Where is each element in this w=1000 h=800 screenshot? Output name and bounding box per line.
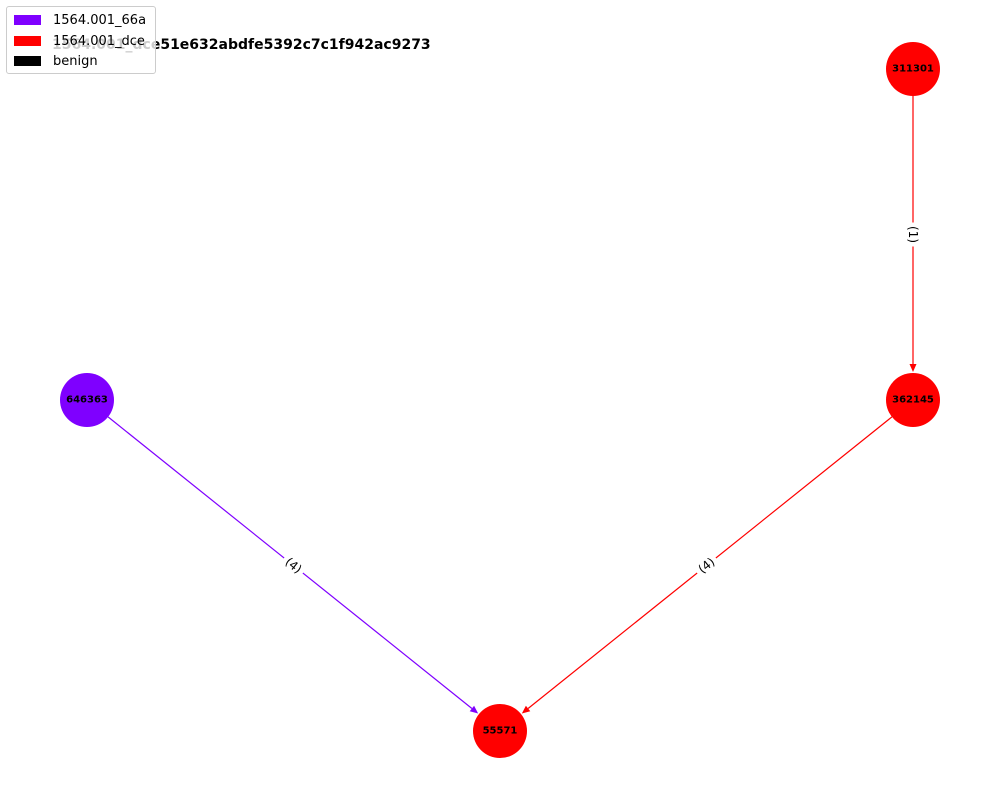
edge-arrowhead: [469, 705, 479, 714]
node-label: 55571: [483, 726, 518, 737]
node-label: 646363: [66, 395, 108, 406]
legend-item-66a: 1564.001_66a: [14, 12, 147, 28]
edge-label-group: (4): [278, 550, 309, 581]
edge-label-background: [904, 222, 922, 247]
edge-label-background: [278, 550, 309, 581]
node-311301[interactable]: 311301: [886, 42, 940, 96]
node-362145[interactable]: 362145: [886, 373, 940, 427]
legend-item-benign: benign: [14, 53, 98, 69]
node-circle[interactable]: [60, 373, 114, 427]
node-label: 311301: [892, 64, 934, 75]
node-circle[interactable]: [886, 373, 940, 427]
legend-label-66a: 1564.001_66a: [53, 12, 147, 28]
edge-311301-362145: (1): [904, 96, 922, 372]
edge-362145-55571: (4): [521, 416, 893, 714]
edge-646363-55571: (4): [107, 416, 479, 714]
legend-swatch-dce: [14, 36, 41, 46]
edges-layer: (1) (4) (4): [107, 96, 922, 714]
node-label: 362145: [892, 395, 934, 406]
edge-arrowhead: [909, 364, 917, 372]
edge-label: (1): [906, 226, 920, 243]
nodes-layer: 311301 362145 646363 55571: [60, 42, 940, 758]
legend-swatch-66a: [14, 15, 41, 25]
edge-label-group: (1): [904, 222, 922, 247]
edge-label-background: [691, 550, 722, 581]
node-circle[interactable]: [886, 42, 940, 96]
legend-swatch-benign: [14, 56, 41, 66]
node-646363[interactable]: 646363: [60, 373, 114, 427]
node-circle[interactable]: [473, 704, 527, 758]
legend-label-dce: 1564.001_dce: [53, 33, 145, 49]
legend-item-dce: 1564.001_dce: [14, 33, 145, 49]
node-55571[interactable]: 55571: [473, 704, 527, 758]
edge-arrowhead: [521, 705, 531, 714]
legend-label-benign: benign: [53, 53, 98, 69]
legend: 1564.001_66a 1564.001_dce benign: [6, 6, 156, 74]
edge-label-group: (4): [691, 550, 722, 581]
